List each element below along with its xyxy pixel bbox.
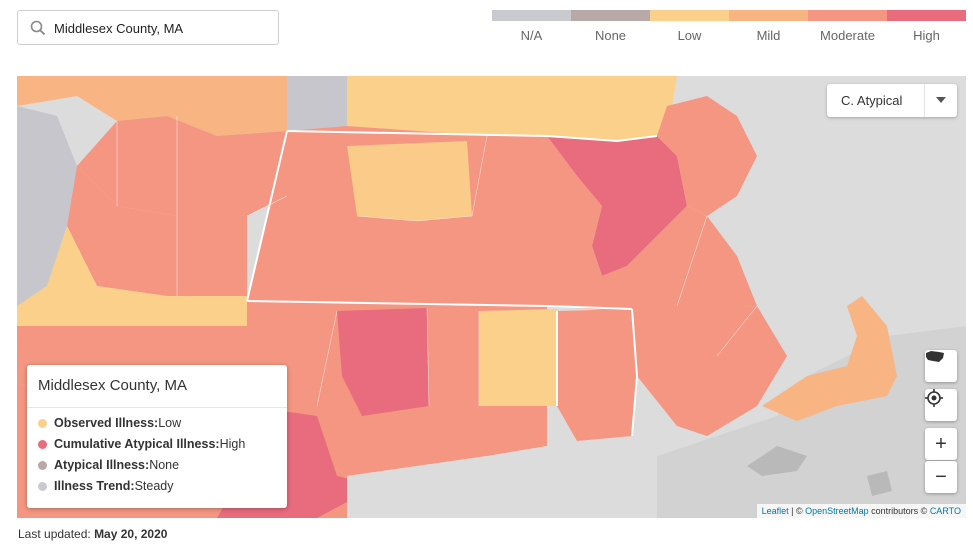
status-dot (38, 460, 47, 470)
us-map-button[interactable] (925, 350, 957, 382)
popup-row-value: None (149, 458, 180, 472)
zoom-out-button[interactable]: − (925, 461, 957, 493)
county-map[interactable] (17, 76, 966, 518)
status-dot (38, 418, 47, 428)
popup-row-cumulative: Cumulative Atypical Illness: High (38, 437, 245, 451)
status-dot (38, 439, 47, 449)
last-updated: Last updated: May 20, 2020 (18, 527, 167, 541)
legend-label-mild: Mild (756, 28, 781, 43)
locate-button[interactable] (925, 389, 957, 421)
attribution-text: contributors © (868, 506, 930, 516)
legend-swatch-high (887, 10, 966, 21)
usa-map-icon (926, 351, 944, 362)
layer-select-divider (924, 84, 925, 117)
legend-swatch-mild (729, 10, 808, 21)
openstreetmap-link[interactable]: OpenStreetMap (805, 506, 869, 516)
last-updated-date: May 20, 2020 (94, 527, 168, 541)
popup-row-trend: Illness Trend: Steady (38, 479, 174, 493)
attribution-separator: | © (788, 506, 806, 516)
popup-row-label: Atypical Illness: (54, 458, 150, 472)
popup-row-observed: Observed Illness: Low (38, 416, 181, 430)
last-updated-label: Last updated: (18, 527, 95, 541)
legend-swatch-low (650, 10, 729, 21)
popup-divider (27, 407, 287, 408)
layer-select[interactable]: C. Atypical (827, 84, 957, 117)
search-input[interactable] (54, 17, 269, 39)
severity-legend: N/A None Low Mild Moderate High (492, 10, 966, 43)
legend-label-moderate: Moderate (820, 28, 875, 43)
zoom-in-button[interactable]: + (925, 428, 957, 460)
locate-icon (925, 389, 943, 407)
popup-row-value: Steady (134, 479, 174, 493)
popup-row-label: Cumulative Atypical Illness: (54, 437, 220, 451)
legend-label-na: N/A (520, 28, 543, 43)
legend-swatch-na (492, 10, 571, 21)
layer-select-value: C. Atypical (841, 93, 903, 108)
popup-row-label: Observed Illness: (54, 416, 159, 430)
chevron-down-icon[interactable] (936, 97, 946, 103)
popup-row-value: Low (158, 416, 182, 430)
legend-swatch-none (571, 10, 650, 21)
legend-label-high: High (913, 28, 940, 43)
county-info-popup: Middlesex County, MA Observed Illness: L… (27, 365, 287, 508)
map-canvas[interactable]: C. Atypical + − Middlesex County, MA Obs… (17, 76, 966, 518)
popup-row-value: High (219, 437, 246, 451)
popup-title: Middlesex County, MA (38, 377, 187, 394)
legend-swatch-moderate (808, 10, 887, 21)
legend-label-none: None (594, 28, 627, 43)
carto-link[interactable]: CARTO (929, 506, 961, 516)
search-box[interactable] (17, 10, 279, 45)
popup-row-atypical: Atypical Illness: None (38, 458, 179, 472)
status-dot (38, 481, 47, 491)
legend-label-low: Low (677, 28, 702, 43)
leaflet-link[interactable]: Leaflet (761, 506, 789, 516)
popup-row-label: Illness Trend: (54, 479, 135, 493)
search-icon (30, 20, 46, 36)
map-attribution: Leaflet | © OpenStreetMap contributors ©… (756, 504, 966, 518)
